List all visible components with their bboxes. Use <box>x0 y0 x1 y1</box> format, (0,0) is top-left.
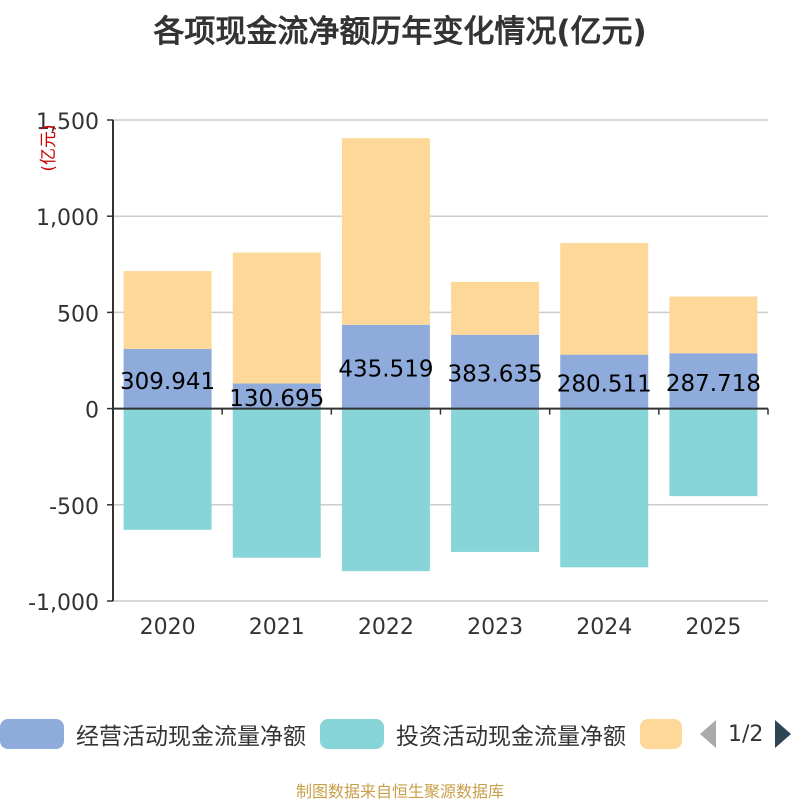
data-label-2021: 130.695 <box>229 386 324 412</box>
source-note: 制图数据来自恒生聚源数据库 <box>295 782 504 801</box>
legend-item-third[interactable] <box>640 716 682 752</box>
bar-investing-2025 <box>669 408 758 497</box>
bar-third-2025 <box>669 296 758 354</box>
legend: 经营活动现金流量净额 投资活动现金流量净额 <box>0 716 800 756</box>
bar-investing-2020 <box>123 408 212 530</box>
y-tick-label: 1,000 <box>36 206 99 231</box>
data-label-2024: 280.511 <box>557 372 652 398</box>
bar-third-2021 <box>232 252 321 384</box>
chart-title: 各项现金流净额历年变化情况(亿元) <box>153 14 647 50</box>
bar-operating-2020 <box>123 348 212 409</box>
bar-investing-2023 <box>451 408 540 552</box>
data-label-2022: 435.519 <box>338 357 433 383</box>
bar-operating-2025 <box>669 353 758 409</box>
bar-third-2022 <box>341 138 430 325</box>
x-tick-label-2020: 2020 <box>140 615 196 640</box>
y-tick-label: 500 <box>57 302 99 327</box>
y-tick-label: 0 <box>85 399 99 424</box>
legend-label-operating: 经营活动现金流量净额 <box>76 724 306 750</box>
x-tick-label-2023: 2023 <box>467 615 523 640</box>
legend-swatch-operating <box>0 719 64 749</box>
legend-item-operating[interactable]: 经营活动现金流量净额 <box>0 716 306 752</box>
bar-chart: 1,500 1,000 500 0 -500 -1,000 (亿元) 2020 2021 2022… <box>28 110 769 640</box>
bar-operating-2021 <box>232 383 321 409</box>
bar-investing-2021 <box>232 408 321 558</box>
legend-item-investing[interactable]: 投资活动现金流量净额 <box>320 716 626 752</box>
bar-operating-2024 <box>560 354 649 409</box>
pager-next-icon[interactable] <box>775 720 792 748</box>
axis-layer: 1,500 1,000 500 0 -500 -1,000 (亿元) 2020 2021 2022… <box>28 110 769 640</box>
legend-pager: 1/2 <box>700 716 792 752</box>
legend-swatch-investing <box>320 719 384 749</box>
bar-operating-2023 <box>451 334 540 409</box>
pager-text: 1/2 <box>728 721 764 747</box>
label-layer: 309.941 130.695 435.519 383.635 280.511 287.7… <box>120 357 761 412</box>
legend-label-investing: 投资活动现金流量净额 <box>396 724 626 750</box>
data-label-2025: 287.718 <box>666 371 761 397</box>
data-label-2020: 309.941 <box>120 369 215 395</box>
bar-third-2024 <box>560 243 649 355</box>
bar-layer <box>123 138 758 572</box>
bar-third-2020 <box>123 271 212 349</box>
bar-investing-2022 <box>341 408 430 572</box>
x-tick-label-2022: 2022 <box>358 615 414 640</box>
bar-investing-2024 <box>560 408 649 568</box>
x-tick-label-2021: 2021 <box>249 615 305 640</box>
pager-prev-icon[interactable] <box>700 720 716 748</box>
bar-third-2023 <box>451 281 540 335</box>
data-label-2023: 383.635 <box>448 362 543 388</box>
y-tick-label: -1,000 <box>28 591 99 616</box>
x-tick-label-2024: 2024 <box>576 615 632 640</box>
bar-operating-2022 <box>341 324 430 409</box>
x-tick-label-2025: 2025 <box>685 615 741 640</box>
y-tick-label: -500 <box>49 495 99 520</box>
y-axis-title: (亿元) <box>39 124 59 171</box>
y-tick-label: 1,500 <box>36 110 99 135</box>
legend-swatch-third <box>640 719 682 749</box>
